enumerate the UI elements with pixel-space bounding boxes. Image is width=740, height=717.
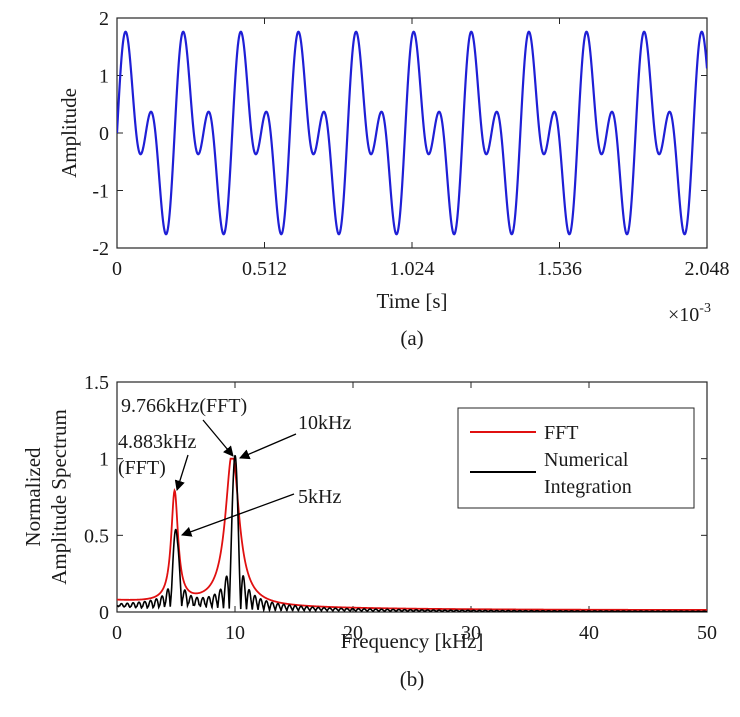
- x-tick-labels-a: 0 0.512 1.024 1.536 2.048: [112, 258, 730, 280]
- arrow-5khz: [181, 493, 295, 537]
- legend-fft-label: FFT: [544, 422, 578, 444]
- y-tick-label-a: 2: [99, 8, 109, 30]
- y-tick-label-a: 0: [99, 123, 109, 145]
- y-tick-label-a: -2: [92, 238, 109, 260]
- signal-line: [117, 30, 707, 236]
- y-axis-label-a: Amplitude: [57, 88, 81, 178]
- y-tick-labels-b: 0 0.5 1 1.5: [84, 372, 109, 624]
- x-tick-label-a: 1.024: [390, 258, 435, 280]
- legend-box: [457, 407, 695, 509]
- x-tick-labels-b: 0 10 20 30 40 50: [112, 622, 717, 644]
- y-tick-label-b: 1: [99, 449, 109, 471]
- x-tick-label-a: 2.048: [685, 258, 730, 280]
- x-axis-label-a: Time [s]: [377, 289, 448, 313]
- annotation-4883-fft-line1: 4.883kHz: [118, 431, 196, 453]
- annotation-10khz: 10kHz: [298, 412, 351, 434]
- legend: FFT Numerical Integration: [457, 407, 695, 509]
- x-tick-label-b: 50: [697, 622, 717, 644]
- numerical-integration-series-line: [117, 454, 707, 612]
- arrow-4883: [174, 454, 189, 491]
- spectrum-chart: 0 10 20 30 40 50 0 0.5 1 1.5 Frequency [kHz] Nor…: [21, 372, 717, 691]
- x-tick-label-a: 1.536: [537, 258, 582, 280]
- y-tick-label-a: 1: [99, 66, 109, 88]
- x-tick-label-b: 20: [343, 622, 363, 644]
- x-tick-label-b: 30: [461, 622, 481, 644]
- annotation-4883-fft-line2: (FFT): [118, 457, 166, 479]
- time-domain-chart: 0 0.512 1.024 1.536 2.048 -2 -1 0 1 2 Time [s] A…: [57, 8, 730, 350]
- x-tick-label-a: 0.512: [242, 258, 287, 280]
- y-axis-label-b-line2: Amplitude Spectrum: [47, 409, 71, 585]
- caption-b: (b): [400, 667, 425, 691]
- x-tick-label-b: 0: [112, 622, 122, 644]
- annotation-5khz: 5kHz: [298, 486, 341, 508]
- legend-numerical-label: Numerical: [544, 449, 629, 471]
- y-tick-label-b: 1.5: [84, 372, 109, 394]
- annotation-9766-fft: 9.766kHz(FFT): [121, 395, 247, 417]
- y-tick-labels-a: -2 -1 0 1 2: [92, 8, 109, 260]
- x-tick-label-b: 10: [225, 622, 245, 644]
- legend-integration-label: Integration: [544, 476, 632, 498]
- y-tick-label-b: 0: [99, 602, 109, 624]
- annotations: 9.766kHz(FFT) 4.883kHz (FFT) 10kHz 5kHz: [118, 395, 351, 537]
- arrow-9766: [202, 419, 234, 457]
- x-tick-label-b: 40: [579, 622, 599, 644]
- y-axis-label-b-line1: Normalized: [21, 447, 45, 547]
- x-multiplier-label: ×10-3: [668, 301, 711, 326]
- y-tick-label-a: -1: [92, 181, 109, 203]
- x-axis-label-b: Frequency [kHz]: [341, 629, 484, 653]
- plot-frame-a: [116, 17, 708, 249]
- x-tick-label-a: 0: [112, 258, 122, 280]
- caption-a: (a): [400, 326, 423, 350]
- y-tick-label-b: 0.5: [84, 525, 109, 547]
- fft-series-line: [117, 457, 707, 611]
- arrow-10khz: [239, 433, 297, 460]
